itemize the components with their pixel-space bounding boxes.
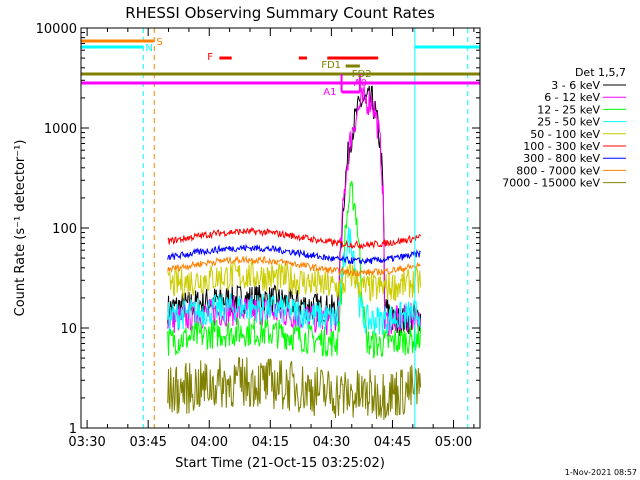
y-tick-label: 100: [52, 222, 77, 237]
legend-title: Det 1,5,7: [575, 66, 626, 79]
x-axis-ticks: 03:30 03:45 04:00 04:15 04:30 04:45 05:00: [68, 28, 475, 450]
legend-label: 100 - 300 keV: [523, 140, 600, 153]
y-tick-label: 10: [60, 322, 77, 337]
legend-entry: 7000 - 15000 keV: [502, 177, 626, 190]
flag-label: S: [156, 37, 162, 48]
series-line: [167, 180, 422, 359]
flag-label: FD1: [321, 60, 341, 71]
series-line: [167, 243, 421, 266]
legend-entry: 800 - 7000 keV: [516, 164, 626, 177]
flag-label: N: [145, 43, 152, 54]
series-line: [167, 260, 422, 302]
y-tick-label: 1000: [44, 122, 77, 137]
x-tick-label: 05:00: [435, 435, 472, 450]
legend-label: 3 - 6 keV: [551, 79, 600, 92]
y-tick-label: 10000: [36, 22, 77, 37]
x-tick-label: 04:00: [191, 435, 228, 450]
series-line: [167, 226, 422, 250]
timestamp: 1-Nov-2021 08:57: [565, 468, 637, 477]
flag-label: F: [207, 52, 213, 63]
flag-label: FD2: [352, 69, 372, 80]
series-line: [167, 255, 421, 277]
plot-area: SN F FD1 FD2 A1 A0: [81, 28, 480, 428]
legend-entry: 300 - 800 keV: [523, 152, 626, 165]
x-tick-label: 04:15: [252, 435, 289, 450]
series-line: [167, 227, 422, 335]
y-axis-ticks: 1 10 100 1000 10000: [36, 22, 480, 437]
legend-label: 300 - 800 keV: [523, 152, 600, 165]
legend-label: 12 - 25 keV: [537, 103, 600, 116]
x-tick-label: 03:30: [68, 435, 105, 450]
flag-label: A1: [323, 87, 336, 98]
series-line: [167, 85, 422, 337]
legend-label: 7000 - 15000 keV: [502, 177, 600, 190]
x-tick-label: 04:30: [313, 435, 350, 450]
flag-label: A0: [354, 78, 367, 89]
legend-entry: 100 - 300 keV: [523, 140, 626, 153]
legend-entry: 6 - 12 keV: [544, 91, 626, 104]
legend-entry: 12 - 25 keV: [537, 103, 626, 116]
series-line: [167, 357, 422, 420]
chart-title: RHESSI Observing Summary Count Rates: [125, 4, 435, 22]
legend-entry: 3 - 6 keV: [551, 79, 626, 92]
x-tick-label: 04:45: [374, 435, 411, 450]
y-axis-label: Count Rate (s⁻¹ detector⁻¹): [13, 140, 28, 317]
x-tick-label: 03:45: [129, 435, 166, 450]
legend-label: 50 - 100 keV: [530, 128, 600, 141]
legend-label: 25 - 50 keV: [537, 116, 600, 129]
y-tick-label: 1: [69, 422, 77, 437]
legend-entry: 25 - 50 keV: [537, 116, 626, 129]
legend-label: 6 - 12 keV: [544, 91, 600, 104]
x-axis-label: Start Time (21-Oct-15 03:25:02): [175, 456, 385, 471]
legend-entry: 50 - 100 keV: [530, 128, 626, 141]
legend-label: 800 - 7000 keV: [516, 164, 600, 177]
